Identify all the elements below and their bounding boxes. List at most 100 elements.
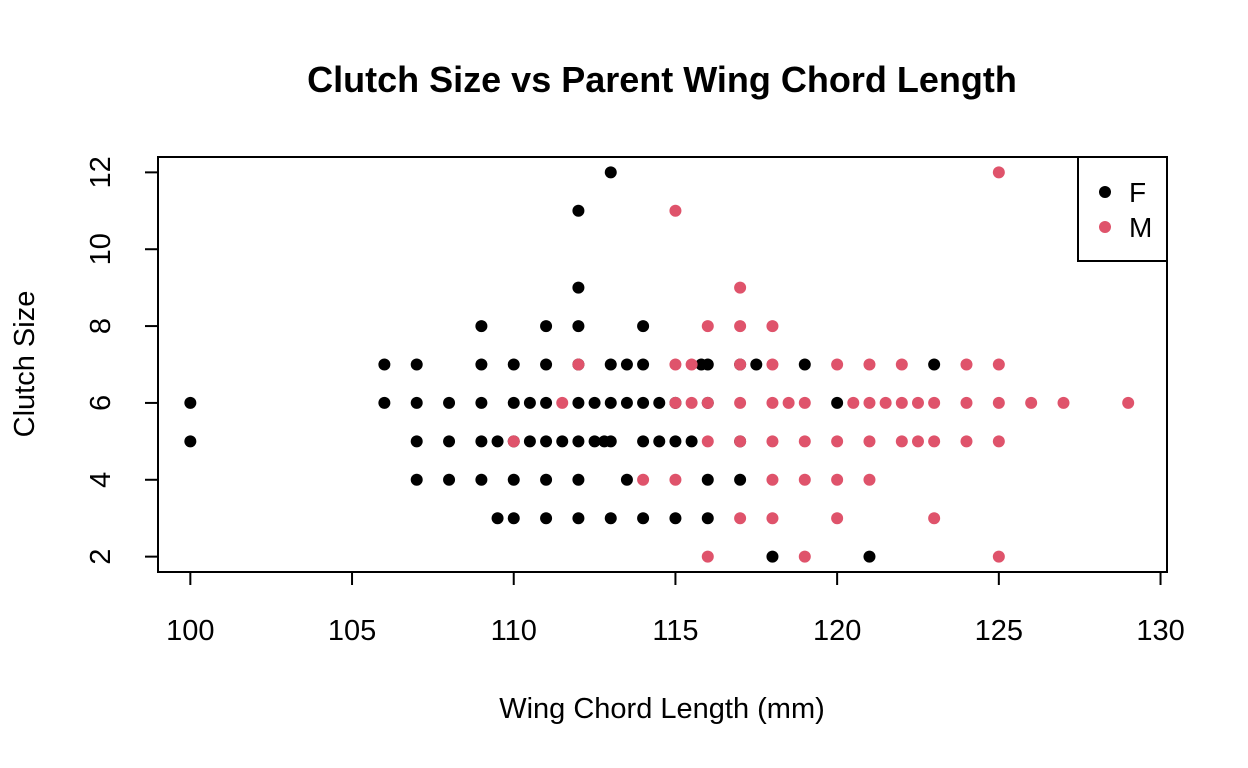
data-point-f <box>540 512 553 525</box>
data-point-f <box>556 435 569 448</box>
data-point-m <box>928 512 941 525</box>
data-point-m <box>685 358 698 371</box>
data-point-m <box>895 396 908 409</box>
data-point-f <box>653 396 666 409</box>
x-tick-label: 130 <box>1136 615 1184 647</box>
x-axis-label: Wing Chord Length (mm) <box>499 693 825 725</box>
data-point-f <box>572 281 585 294</box>
legend-marker-f <box>1099 186 1111 198</box>
data-point-m <box>782 396 795 409</box>
data-point-m <box>734 435 747 448</box>
legend-label-m: M <box>1129 212 1152 243</box>
data-point-m <box>701 320 714 333</box>
data-point-m <box>798 435 811 448</box>
data-point-m <box>669 204 682 217</box>
data-point-f <box>653 435 666 448</box>
data-point-m <box>928 435 941 448</box>
y-tick-label: 4 <box>85 472 117 488</box>
data-point-f <box>572 435 585 448</box>
x-tick-label: 100 <box>166 615 214 647</box>
plot-area-border <box>157 156 1168 573</box>
x-tick-label: 110 <box>491 615 537 647</box>
data-point-f <box>701 473 714 486</box>
data-point-m <box>895 435 908 448</box>
data-point-f <box>378 358 391 371</box>
data-point-m <box>960 358 973 371</box>
data-point-m <box>863 396 876 409</box>
y-tick-label: 12 <box>85 156 117 188</box>
x-tick-label: 120 <box>813 615 861 647</box>
data-point-f <box>604 166 617 179</box>
data-point-f <box>831 396 844 409</box>
data-point-m <box>992 396 1005 409</box>
data-point-f <box>701 512 714 525</box>
data-point-m <box>556 396 569 409</box>
y-axis-label: Clutch Size <box>9 291 41 438</box>
data-point-f <box>540 396 553 409</box>
data-point-m <box>572 358 585 371</box>
data-point-f <box>410 396 423 409</box>
data-point-f <box>620 473 633 486</box>
legend-box <box>1077 156 1168 262</box>
data-point-m <box>911 396 924 409</box>
data-point-m <box>879 396 892 409</box>
data-point-m <box>992 166 1005 179</box>
data-point-f <box>572 320 585 333</box>
data-point-m <box>895 358 908 371</box>
y-tick-label: 10 <box>85 233 117 265</box>
data-point-f <box>572 512 585 525</box>
data-point-f <box>491 512 504 525</box>
data-point-f <box>443 473 456 486</box>
y-axis: 2 4 6 8 10 12 <box>85 156 159 565</box>
data-point-f <box>410 358 423 371</box>
data-point-f <box>604 512 617 525</box>
data-point-m <box>669 358 682 371</box>
data-point-f <box>378 396 391 409</box>
data-point-f <box>540 473 553 486</box>
data-point-m <box>798 473 811 486</box>
data-point-f <box>685 435 698 448</box>
data-point-m <box>766 320 779 333</box>
data-point-f <box>620 358 633 371</box>
data-point-m <box>766 396 779 409</box>
data-point-f <box>620 396 633 409</box>
data-point-f <box>540 435 553 448</box>
data-point-m <box>766 473 779 486</box>
data-point-m <box>831 435 844 448</box>
data-point-m <box>992 550 1005 563</box>
data-point-f <box>475 473 488 486</box>
legend-label-f: F <box>1129 177 1146 208</box>
y-tick-label: 2 <box>85 549 117 565</box>
data-point-m <box>1122 396 1135 409</box>
data-point-f <box>184 435 197 448</box>
data-point-f <box>750 358 763 371</box>
data-point-f <box>491 435 504 448</box>
data-point-f <box>475 396 488 409</box>
data-point-m <box>701 396 714 409</box>
data-point-m <box>911 435 924 448</box>
data-point-m <box>1057 396 1070 409</box>
data-point-f <box>637 396 650 409</box>
data-point-m <box>863 435 876 448</box>
data-point-m <box>734 512 747 525</box>
legend-marker-m <box>1099 221 1111 233</box>
chart-title: Clutch Size vs Parent Wing Chord Length <box>307 59 1017 100</box>
data-point-m <box>701 550 714 563</box>
legend: F M <box>1077 156 1168 262</box>
data-point-m <box>669 396 682 409</box>
data-point-m <box>669 473 682 486</box>
data-point-f <box>540 320 553 333</box>
y-tick-label: 8 <box>85 318 117 334</box>
data-point-f <box>928 358 941 371</box>
data-point-f <box>588 396 601 409</box>
data-point-m <box>637 473 650 486</box>
data-point-f <box>734 473 747 486</box>
data-point-m <box>685 396 698 409</box>
data-points <box>184 166 1135 563</box>
data-point-m <box>847 396 860 409</box>
data-point-f <box>572 473 585 486</box>
data-point-f <box>410 473 423 486</box>
data-point-m <box>863 358 876 371</box>
data-point-m <box>992 435 1005 448</box>
